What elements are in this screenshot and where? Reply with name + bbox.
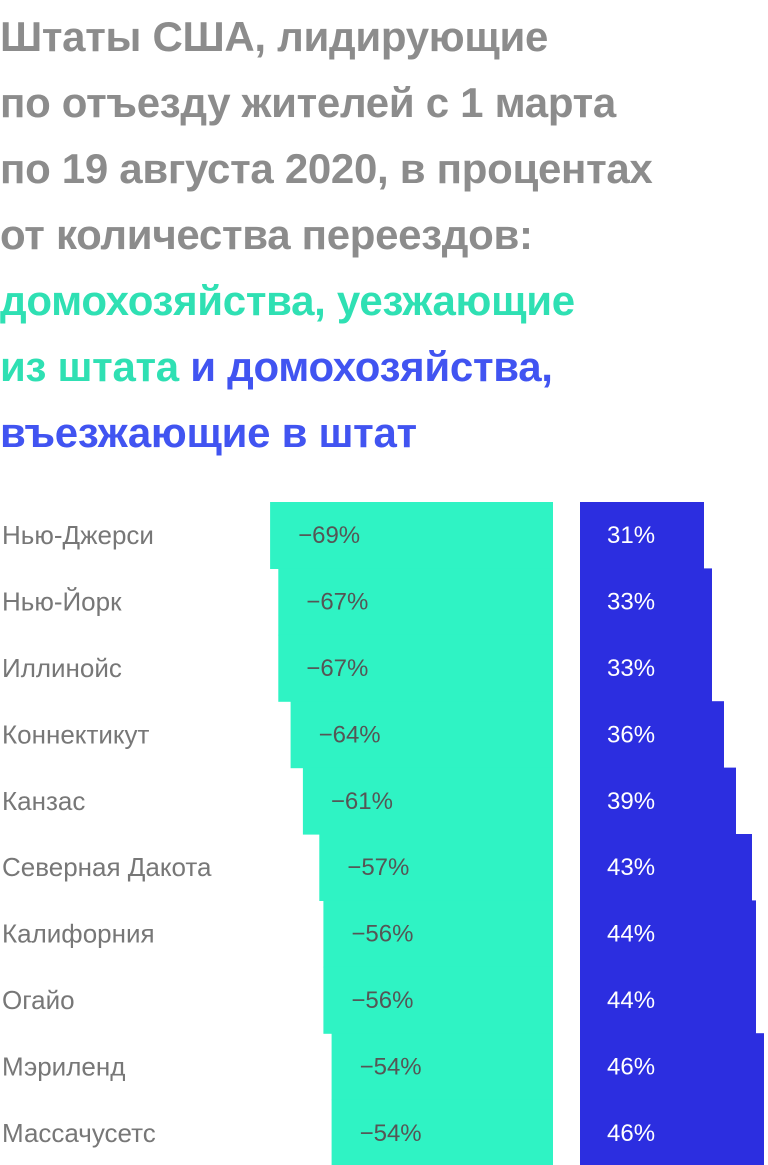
title-line-4: от количества переездов:	[0, 211, 533, 258]
category-label-6: Калифорния	[2, 919, 155, 949]
value-label-outbound-9: −54%	[360, 1120, 422, 1147]
bar-outbound-0	[270, 502, 553, 569]
value-label-inbound-4: 39%	[607, 788, 655, 815]
category-label-0: Нью-Джерси	[2, 520, 154, 550]
value-label-inbound-8: 46%	[607, 1053, 655, 1080]
legend-inbound-line-2: въезжающие в штат	[0, 409, 417, 456]
value-label-outbound-4: −61%	[331, 788, 393, 815]
value-label-outbound-8: −54%	[360, 1053, 422, 1080]
bar-outbound-2	[278, 634, 553, 702]
bar-outbound-3	[290, 701, 553, 769]
category-label-3: Коннектикут	[2, 719, 150, 749]
chart-title: Штаты США, лидирующие по отъезду жителей…	[0, 4, 760, 466]
value-label-inbound-7: 44%	[607, 987, 655, 1014]
category-label-1: Нью-Йорк	[2, 587, 122, 617]
title-line-6: из штата и домохозяйства,	[0, 334, 760, 400]
value-label-inbound-5: 43%	[607, 854, 655, 881]
value-label-outbound-5: −57%	[347, 854, 409, 881]
bar-outbound-4	[302, 767, 553, 835]
bar-outbound-7	[323, 966, 553, 1034]
value-label-outbound-3: −64%	[319, 721, 381, 748]
bar-inbound-2	[580, 634, 712, 702]
value-label-outbound-0: −69%	[298, 522, 360, 549]
title-line-1: Штаты США, лидирующие	[0, 13, 549, 60]
category-label-2: Иллинойс	[2, 653, 122, 683]
value-label-inbound-3: 36%	[607, 721, 655, 748]
bar-inbound-9	[580, 1099, 764, 1165]
bar-inbound-5	[580, 834, 752, 901]
bar-outbound-6	[323, 900, 553, 968]
bar-inbound-4	[580, 767, 736, 835]
bar-outbound-8	[331, 1033, 553, 1101]
bar-outbound-9	[331, 1099, 553, 1165]
bar-outbound-1	[278, 568, 553, 636]
category-label-9: Массачусетс	[2, 1118, 156, 1148]
title-line-3: по 19 августа 2020, в процентах	[0, 145, 653, 192]
title-line-2: по отъезду жителей с 1 марта	[0, 79, 616, 126]
value-label-outbound-6: −56%	[351, 921, 413, 948]
bar-inbound-8	[580, 1033, 764, 1101]
value-label-inbound-6: 44%	[607, 921, 655, 948]
bar-outbound-5	[319, 834, 553, 901]
value-label-inbound-9: 46%	[607, 1120, 655, 1147]
bar-inbound-3	[580, 701, 724, 769]
value-label-outbound-2: −67%	[306, 655, 368, 682]
bar-inbound-6	[580, 900, 756, 968]
legend-outbound-line-1: домохозяйства, уезжающие	[0, 277, 575, 324]
category-label-8: Мэриленд	[2, 1051, 125, 1081]
value-label-outbound-1: −67%	[306, 589, 368, 616]
value-label-inbound-2: 33%	[607, 655, 655, 682]
category-label-4: Канзас	[2, 786, 85, 816]
legend-outbound-line-2: из штата	[0, 343, 179, 390]
value-label-outbound-7: −56%	[351, 987, 413, 1014]
legend-inbound-line-1: и домохозяйства,	[190, 343, 553, 390]
bar-inbound-1	[580, 568, 712, 636]
value-label-inbound-0: 31%	[607, 522, 655, 549]
category-label-7: Огайо	[2, 985, 75, 1015]
bar-inbound-0	[580, 502, 704, 569]
value-label-inbound-1: 33%	[607, 589, 655, 616]
category-label-5: Северная Дакота	[2, 852, 212, 882]
bar-inbound-7	[580, 966, 756, 1034]
